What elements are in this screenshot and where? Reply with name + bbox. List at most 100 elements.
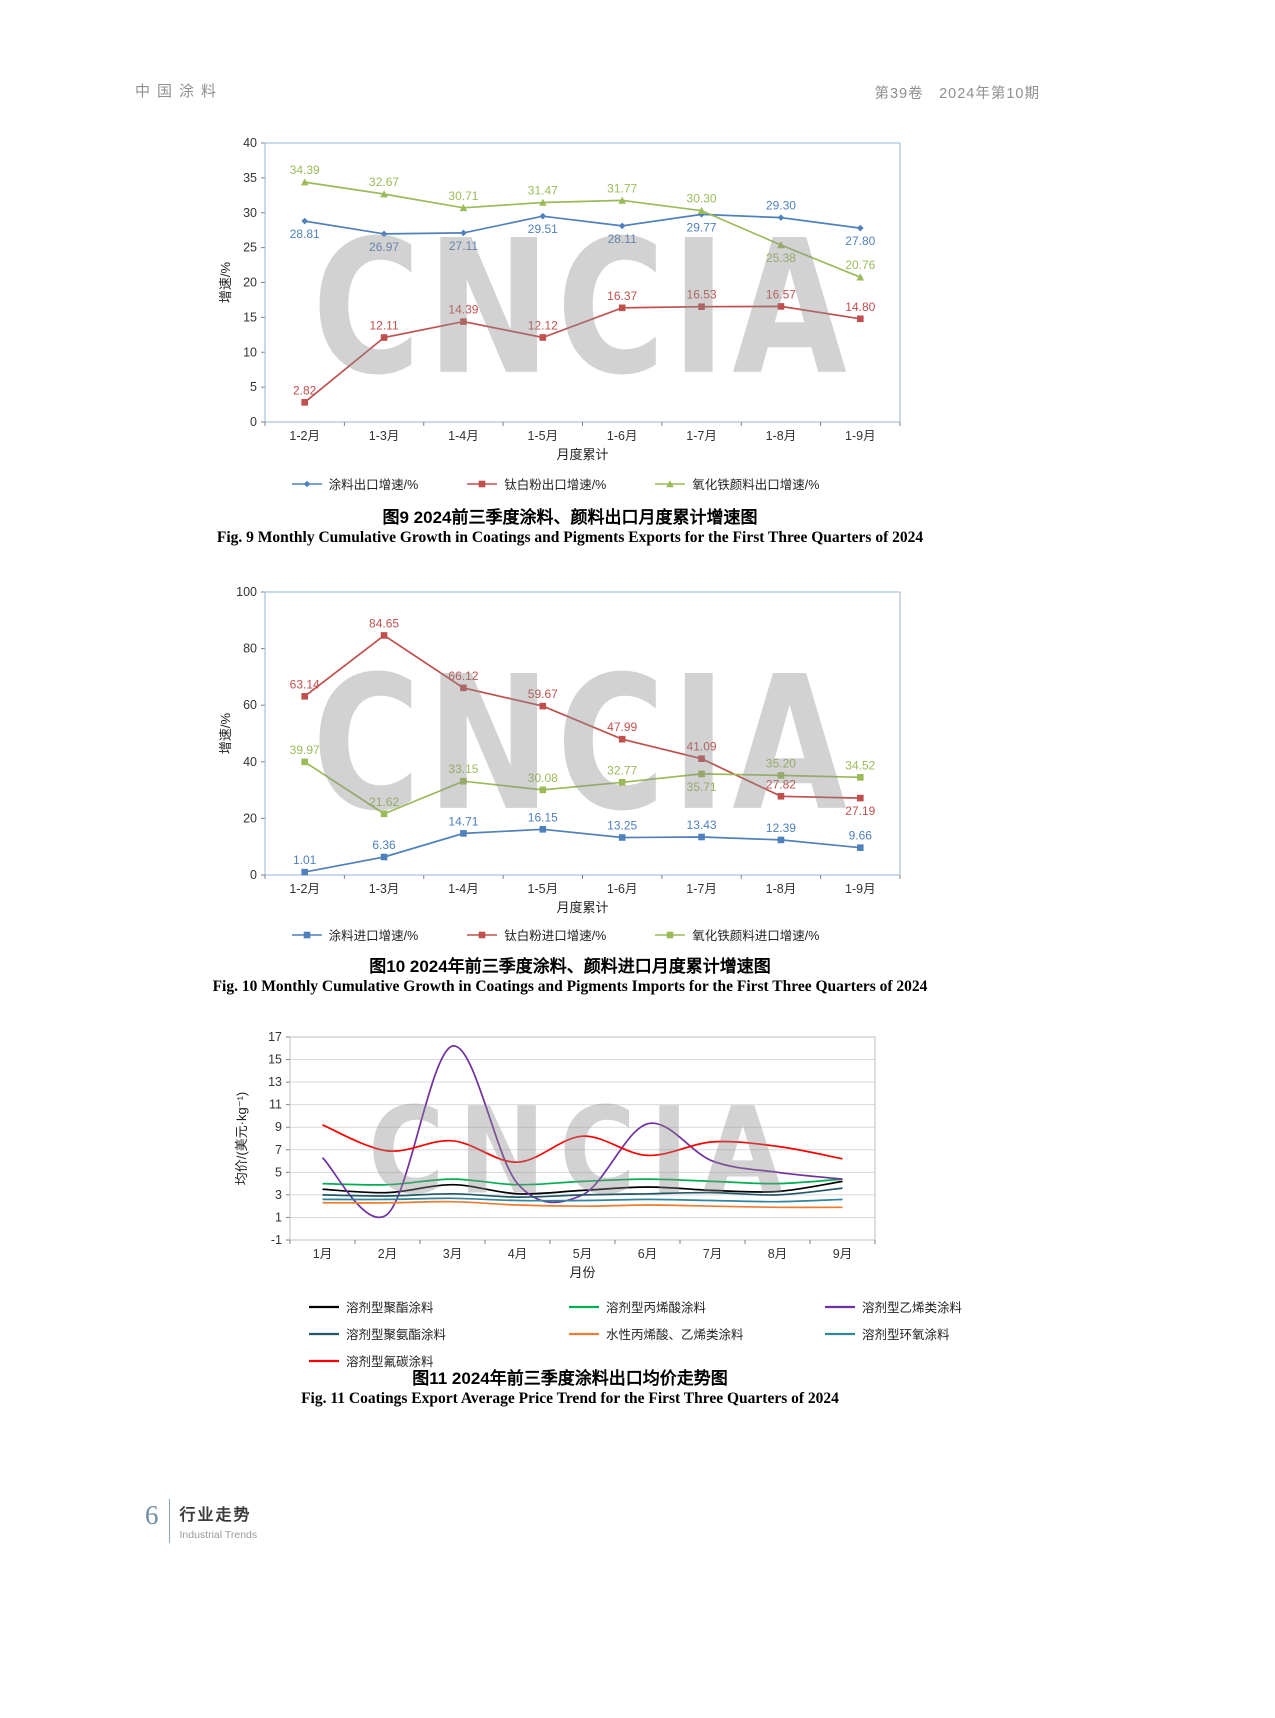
marker [618,222,626,230]
legend-label: 涂料进口增速/% [328,929,419,943]
legend-swatch [309,1332,339,1335]
data-label: 21.62 [369,795,399,809]
data-label: 30.30 [687,192,717,206]
journal-title: 中国涂料 [135,83,224,100]
data-label: 30.08 [528,771,558,785]
series-line [322,1180,843,1195]
legend-label: 涂料出口增速/% [328,478,419,492]
y-tick-label: 20 [243,811,257,825]
y-tick-label: 17 [268,1030,282,1044]
marker [460,229,467,237]
legend-label: 溶剂型乙烯类涂料 [862,1301,963,1315]
figure9-caption-cn: 图9 2024前三季度涂料、颜料出口月度累计增速图 [382,508,758,527]
data-label: 26.97 [369,240,399,254]
x-axis-title: 月度累计 [556,447,608,462]
page-footer: 6 行业走势 Industrial Trends [145,1497,257,1543]
legend-item: 溶剂型丙烯酸涂料 [568,1297,776,1316]
data-label: 13.43 [687,818,717,832]
series-line [304,634,861,799]
x-tick-label: 1-8月 [766,429,797,443]
series-line [322,1187,843,1198]
legend-swatch [467,480,498,487]
data-label: 47.99 [607,720,637,734]
marker [459,203,468,212]
x-tick-label: 1-4月 [448,882,479,896]
data-label: 39.97 [290,743,320,757]
legend-swatch [655,931,686,938]
y-tick-label: 25 [243,241,257,255]
legend-label: 溶剂型聚酯涂料 [346,1301,434,1315]
legend-label: 溶剂型环氧涂料 [862,1328,950,1342]
export-growth-chart-canvas: 0 5 10 15 20 25 30 35 40 1-2月 1-3月 1-4月 1-5月 1-6月 1-7月… [218,136,901,462]
marker [303,480,310,487]
marker [666,931,674,938]
legend-item: 氧化铁颜料进口增速/% [654,925,819,944]
data-label: 27.11 [449,239,478,253]
series-line [322,1124,843,1164]
y-tick-label: 10 [243,345,257,359]
data-label: 59.67 [528,687,558,701]
data-label: 13.25 [607,819,637,833]
x-tick-label: 1-7月 [686,429,717,443]
data-label: 32.77 [607,763,637,777]
data-label: 41.09 [687,740,717,754]
y-tick-label: 80 [243,642,257,656]
x-tick-label: 1-9月 [845,429,876,443]
marker [618,834,626,841]
marker [539,786,547,794]
export-price-chart-block: -1 1 3 5 7 9 11 13 15 17 1月 2月 3月 4月 5月 6月 7月 8月 9月 月份 均价/(美… [230,1030,962,1370]
figure9-caption-en: Fig. 9 Monthly Cumulative Growth in Coat… [216,529,924,546]
marker [618,778,626,786]
marker [460,684,467,692]
legend-label: 钛白粉出口增速/% [504,478,607,492]
legend-swatch [655,479,686,487]
data-label: 20.76 [845,258,875,272]
footer-divider [168,1499,170,1543]
data-label: 25.38 [766,251,796,265]
data-label: 27.80 [845,234,875,248]
import-growth-chart-block: 0 20 40 60 80 100 1-2月 1-3月 1-4月 1-5月 1-6月 1-7月 1-8月… [200,584,910,944]
series-line [321,1045,843,1219]
legend-item: 涂料出口增速/% [291,474,419,493]
figure11-caption-cn: 图11 2024年前三季度涂料出口均价走势图 [412,1369,728,1388]
series-line [322,1200,843,1209]
marker [301,693,308,700]
data-label: 34.52 [845,758,875,772]
marker [857,315,864,323]
data-label: 16.57 [766,287,796,301]
marker [301,399,308,406]
marker [478,931,486,938]
x-tick-label: 8月 [768,1247,787,1261]
y-tick-label: 1 [275,1210,282,1224]
marker [777,772,785,779]
data-label: 31.77 [607,181,637,195]
figure10-caption-en: Fig. 10 Monthly Cumulative Growth in Coa… [212,978,928,995]
marker [303,931,310,938]
legend-item: 钛白粉进口增速/% [466,925,606,944]
footer-section: 行业走势 Industrial Trends [180,1497,258,1541]
y-tick-label: 15 [268,1053,282,1067]
legend-swatch [825,1332,855,1335]
data-label: 1.01 [293,853,317,867]
x-tick-label: 1-3月 [369,882,400,896]
y-tick-label: 7 [275,1143,282,1157]
legend-label: 氧化铁颜料出口增速/% [692,478,820,492]
series-line [322,1178,843,1186]
marker [460,318,467,325]
legend-item: 溶剂型环氧涂料 [824,1324,962,1343]
marker [539,702,547,710]
x-tick-label: 1-6月 [607,882,638,896]
data-label: 16.37 [607,289,637,303]
marker [698,303,705,311]
y-tick-label: 3 [275,1188,282,1202]
marker [698,755,705,763]
figure11-caption-en: Fig. 11 Coatings Export Average Price Tr… [301,1390,839,1407]
marker [539,334,547,341]
legend-item: 氧化铁颜料出口增速/% [654,474,819,493]
data-label: 63.14 [290,677,320,691]
x-tick-label: 1-4月 [448,429,479,443]
legend-swatch [309,1305,339,1308]
x-tick-label: 6月 [638,1247,657,1261]
x-tick-label: 3月 [443,1247,462,1261]
legend-item: 钛白粉出口增速/% [466,474,606,493]
